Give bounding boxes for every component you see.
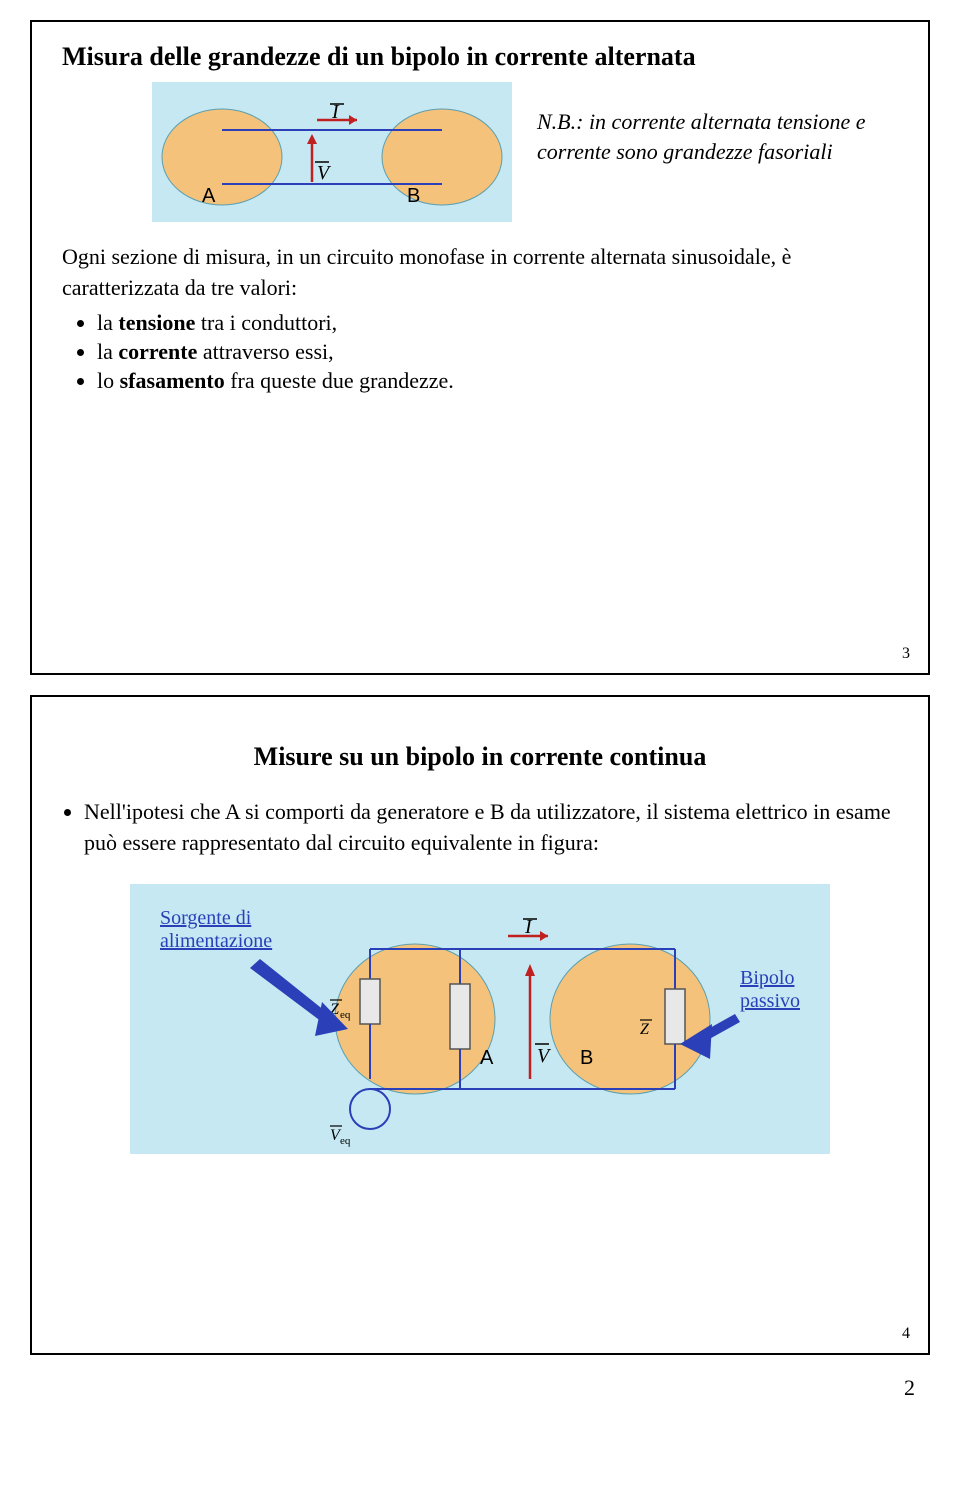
slide2-page-number: 4 xyxy=(902,1325,910,1343)
svg-text:A: A xyxy=(480,1047,494,1069)
svg-text:eq: eq xyxy=(340,1135,351,1147)
svg-text:eq: eq xyxy=(340,1009,351,1021)
bullet-tensione: la tensione tra i conduttori, xyxy=(97,310,898,336)
diagram-bipole-simple: I V A B xyxy=(152,82,512,222)
svg-text:passivo: passivo xyxy=(740,990,800,1012)
slide-1: Misura delle grandezze di un bipolo in c… xyxy=(30,20,930,675)
svg-text:alimentazione: alimentazione xyxy=(160,930,272,952)
label-B: B xyxy=(407,185,420,207)
svg-text:Z: Z xyxy=(640,1021,650,1038)
slide2-title: Misure su un bipolo in corrente continua xyxy=(62,742,898,772)
svg-text:Sorgente di: Sorgente di xyxy=(160,907,252,929)
bullet-sfasamento: lo sfasamento fra queste due grandezze. xyxy=(97,368,898,394)
slide1-title: Misura delle grandezze di un bipolo in c… xyxy=(62,42,898,72)
slide1-body: Ogni sezione di misura, in un circuito m… xyxy=(62,242,898,304)
slide2-bullet: Nell'ipotesi che A si comporti da genera… xyxy=(84,797,898,859)
label-A: A xyxy=(202,185,216,207)
slide-2: Misure su un bipolo in corrente continua… xyxy=(30,695,930,1355)
diagram-equivalent-circuit: I V A B Z eq Z V eq Sorgente di alimenta… xyxy=(130,884,830,1154)
label-I: I xyxy=(331,101,340,123)
slide1-top-row: I V A B N.B.: in corrente alternata tens… xyxy=(62,82,898,222)
slide1-bullets: la tensione tra i conduttori, la corrent… xyxy=(62,310,898,394)
svg-text:I: I xyxy=(524,916,533,938)
slide1-page-number: 3 xyxy=(902,645,910,663)
nb-note: N.B.: in corrente alternata tensione e c… xyxy=(537,107,898,166)
document-page-number: 2 xyxy=(0,1375,915,1401)
svg-text:Bipolo: Bipolo xyxy=(740,967,794,989)
slide2-bullets: Nell'ipotesi che A si comporti da genera… xyxy=(62,797,898,859)
svg-text:B: B xyxy=(580,1047,593,1069)
bullet-corrente: la corrente attraverso essi, xyxy=(97,339,898,365)
